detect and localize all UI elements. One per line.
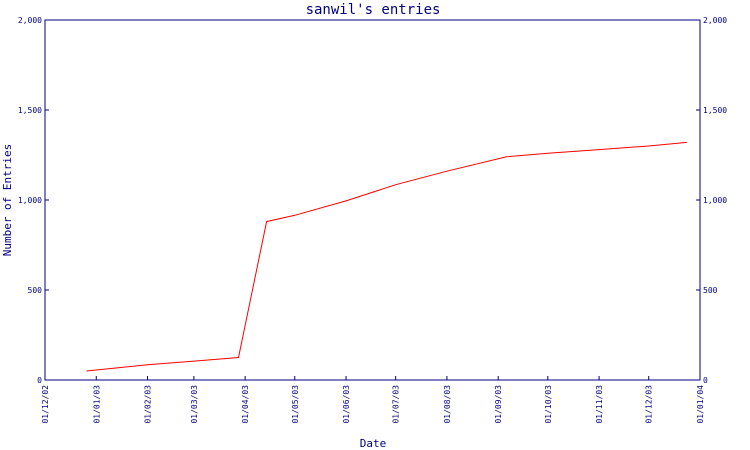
y-tick-label-left: 2,000 — [18, 16, 42, 25]
x-tick-label: 01/06/03 — [342, 385, 351, 424]
y-tick-label-left: 1,500 — [18, 106, 42, 115]
y-tick-label-right: 0 — [703, 376, 708, 385]
x-tick-label: 01/08/03 — [443, 385, 452, 424]
x-tick-label: 01/07/03 — [392, 385, 401, 424]
series-line — [86, 141, 687, 372]
y-tick-label-left: 0 — [37, 376, 42, 385]
y-axis-label: Number of Entries — [1, 144, 14, 257]
x-axis-ticks: 01/12/02 01/01/03 01/02/03 01/03/03 01/04/03… — [41, 376, 705, 424]
x-tick-label: 01/04/03 — [241, 385, 250, 424]
y-tick-label-left: 1,000 — [18, 196, 42, 205]
y-tick-label-right: 2,000 — [703, 16, 727, 25]
x-tick-label: 01/12/02 — [41, 385, 50, 424]
y-tick-label-left: 500 — [28, 286, 43, 295]
y-tick-label-right: 1,500 — [703, 106, 727, 115]
y-tick-label-right: 500 — [703, 286, 718, 295]
y-axis-ticks: 0 0 500 500 1,000 1,000 1,500 1,500 2,000 2,000 — [18, 16, 727, 385]
x-tick-label: 01/12/03 — [645, 385, 654, 424]
x-tick-label: 01/05/03 — [291, 385, 300, 424]
x-tick-label: 01/02/03 — [144, 385, 153, 424]
x-tick-label: 01/01/04 — [696, 385, 705, 424]
x-tick-label: 01/09/03 — [494, 385, 503, 424]
series-layer — [86, 141, 687, 372]
x-tick-label: 01/10/03 — [544, 385, 553, 424]
x-axis-label: Date — [360, 437, 387, 450]
chart-title: sanwil's entries — [306, 2, 441, 18]
y-tick-label-right: 1,000 — [703, 196, 727, 205]
plot-frame — [44, 19, 701, 381]
x-tick-label: 01/01/03 — [92, 385, 101, 424]
x-tick-label: 01/03/03 — [190, 385, 199, 424]
x-tick-label: 01/11/03 — [595, 385, 604, 424]
